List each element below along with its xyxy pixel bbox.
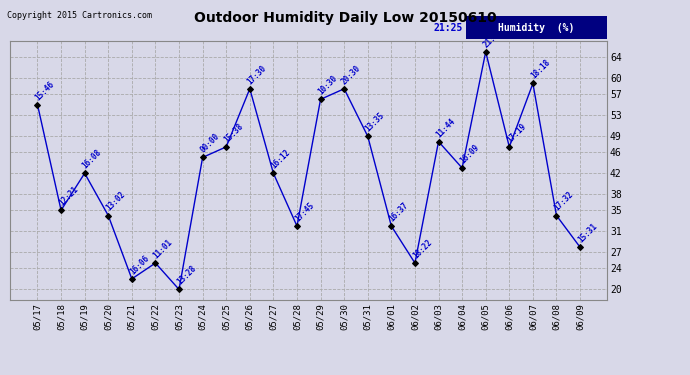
Point (433, 139, 444, 145)
Point (126, 276, 137, 282)
Point (457, 165, 468, 171)
Point (221, 144, 232, 150)
Text: 11:44: 11:44 (435, 116, 457, 139)
Point (315, 96, 326, 102)
Text: 16:37: 16:37 (387, 201, 410, 223)
Text: 16:06: 16:06 (128, 254, 150, 276)
Text: 15:46: 15:46 (34, 79, 56, 102)
Point (362, 133, 373, 139)
Text: Humidity  (%): Humidity (%) (498, 23, 575, 33)
Text: 16:09: 16:09 (458, 142, 481, 165)
Text: 17:32: 17:32 (553, 190, 575, 213)
Point (268, 170, 279, 176)
Point (103, 213, 114, 219)
Point (527, 81, 538, 87)
Point (291, 223, 302, 229)
Point (480, 49, 491, 55)
Point (32, 102, 43, 108)
Text: 10:30: 10:30 (317, 74, 339, 97)
Point (409, 260, 420, 266)
Text: 13:28: 13:28 (175, 264, 198, 287)
Text: 16:08: 16:08 (81, 148, 104, 171)
Point (339, 86, 350, 92)
Point (79, 170, 90, 176)
Point (197, 154, 208, 160)
Text: 15:38: 15:38 (222, 122, 245, 144)
Text: 21:25: 21:25 (433, 23, 463, 33)
Text: 13:02: 13:02 (104, 190, 127, 213)
Text: 20:30: 20:30 (340, 63, 363, 86)
Point (150, 260, 161, 266)
Text: 11:01: 11:01 (151, 238, 174, 260)
Point (244, 86, 255, 92)
Text: 15:31: 15:31 (576, 222, 599, 245)
Text: 17:30: 17:30 (246, 63, 268, 86)
Text: 21:25: 21:25 (482, 27, 504, 49)
Text: 18:18: 18:18 (529, 58, 551, 81)
Text: Copyright 2015 Cartronics.com: Copyright 2015 Cartronics.com (7, 11, 152, 20)
Text: 13:35: 13:35 (364, 111, 386, 134)
Text: 17:19: 17:19 (505, 122, 528, 144)
Text: 12:21: 12:21 (57, 185, 80, 208)
Point (56, 207, 67, 213)
Text: 00:00: 00:00 (199, 132, 221, 155)
Point (575, 244, 586, 250)
Text: 18:22: 18:22 (411, 238, 433, 260)
Text: 17:45: 17:45 (293, 201, 316, 223)
Text: Outdoor Humidity Daily Low 20150610: Outdoor Humidity Daily Low 20150610 (194, 11, 496, 25)
Point (551, 213, 562, 219)
Point (173, 286, 184, 292)
Point (504, 144, 515, 150)
Text: 16:12: 16:12 (269, 148, 292, 171)
Point (386, 223, 397, 229)
